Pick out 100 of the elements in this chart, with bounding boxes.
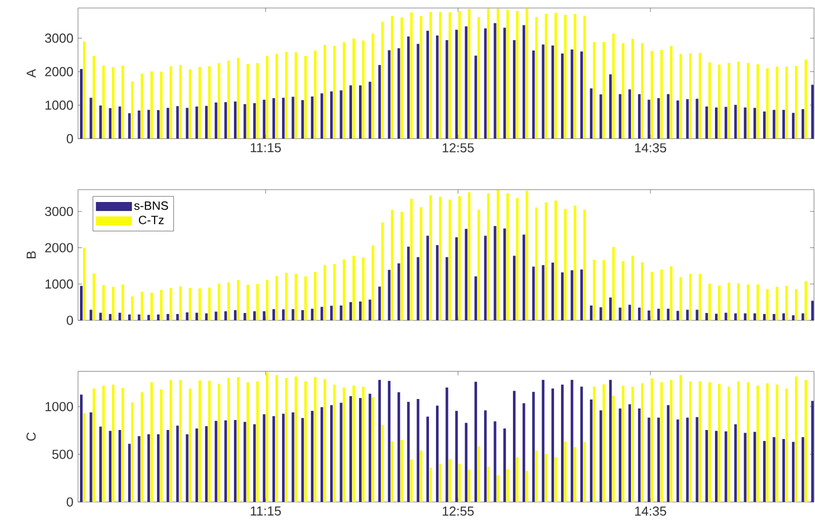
bar [218,384,220,502]
bar [680,277,682,320]
bar [236,58,240,139]
bar [342,388,346,502]
bar [218,284,220,320]
bar [320,407,324,502]
bar [208,66,211,139]
bar [592,260,596,320]
bar [648,418,650,502]
bar [195,312,198,320]
bar [108,430,112,502]
bar [179,64,182,139]
bar [522,25,526,139]
bar [689,381,692,502]
bar [570,380,574,502]
bar [705,430,708,502]
bar [301,310,304,320]
bar [811,300,814,320]
bar [746,62,750,139]
bar [208,288,211,320]
y-tick-label: 1000 [46,402,73,412]
x-tick-label: 14:35 [635,506,666,516]
bar [285,378,288,502]
bar [660,270,663,320]
bar [436,406,439,502]
bar [214,102,218,139]
legend-label: s-BNS [134,201,168,210]
bar [236,280,240,320]
bar [205,106,208,139]
bar [628,89,632,139]
bar [112,66,114,139]
bar [650,50,654,139]
bar [108,314,112,320]
bar [314,377,317,502]
bar [506,193,509,320]
bar [724,431,728,502]
bar [131,402,134,502]
bar [140,392,144,502]
bar [224,102,227,139]
bar [156,110,160,139]
y-tick-label: 2000 [45,67,73,76]
bar [666,94,670,139]
y-tick-label: 0 [66,497,73,507]
bar [612,396,615,502]
bar [256,62,259,139]
bar [112,384,114,502]
bar [131,296,134,320]
bar [516,457,519,502]
bar [362,40,365,139]
legend-label: C-Tz [138,216,164,224]
bar [352,256,355,320]
bar [359,301,362,320]
bar [763,314,766,320]
bar [150,71,153,139]
bar [340,402,342,502]
bar [446,257,448,320]
bar [282,309,285,320]
bar [416,44,420,139]
bar [150,292,153,320]
bar [631,38,634,139]
bar [292,96,294,139]
bar [92,388,96,502]
bar [275,54,278,139]
bar [698,274,702,320]
bar [468,192,470,320]
bar [650,272,654,320]
bar [484,236,487,320]
bar [802,437,804,502]
bar [474,382,478,502]
bar [410,12,413,139]
bar [612,33,615,139]
bar [484,28,487,139]
x-tick-label: 11:15 [250,143,281,152]
x-tick-label: 12:55 [442,506,474,516]
bar [112,286,114,320]
bar [574,206,576,320]
bar [416,257,420,320]
bar [246,284,250,320]
bar [458,196,461,320]
bar [310,410,314,502]
bar [561,384,564,502]
bar [362,258,365,320]
bar [714,108,718,139]
bar [494,226,496,320]
bar [618,408,622,502]
bar [574,14,576,139]
bar [734,313,737,320]
bar [676,100,680,139]
bar [294,376,298,502]
bar [285,272,288,320]
bar [381,22,384,139]
x-tick-label: 11:15 [250,506,281,516]
bar [108,108,112,139]
bar [698,381,702,502]
bar [670,46,672,139]
bar [90,310,92,320]
bar [118,312,122,320]
bar [294,274,298,320]
bar [244,104,246,139]
bar [503,428,506,502]
